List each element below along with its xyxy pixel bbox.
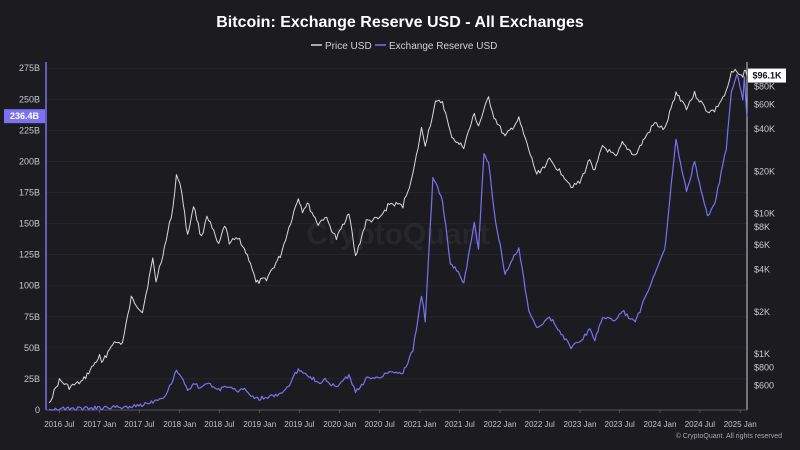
left-tick-label: 150B — [19, 219, 40, 229]
right-axis-ticks: $600 $800 $1K $2K $4K $6K $8K $10K $20K $40K $60K $… — [754, 82, 775, 391]
left-tick-label: 175B — [19, 188, 40, 198]
x-tick-label: 2025 Jan — [724, 420, 757, 429]
left-current-badge: 236.4B — [4, 109, 45, 124]
x-tick-label: 2021 Jul — [445, 420, 475, 429]
x-tick-label: 2022 Jul — [525, 420, 555, 429]
x-tick-label: 2018 Jul — [204, 420, 234, 429]
right-tick-label: $1K — [754, 349, 770, 359]
legend: Price USD Exchange Reserve USD — [311, 41, 497, 52]
right-tick-label: $2K — [754, 307, 770, 317]
left-tick-label: 125B — [19, 250, 40, 260]
x-tick-label: 2018 Jan — [163, 420, 196, 429]
x-axis-ticks: 2016 Jul 2017 Jan 2017 Jul 2018 Jan 2018 Jul… — [44, 410, 757, 429]
left-badge-value: 236.4B — [10, 111, 40, 121]
left-tick-label: 75B — [24, 312, 40, 322]
grid — [46, 67, 747, 380]
x-tick-label: 2024 Jan — [644, 420, 677, 429]
right-tick-label: $60K — [754, 99, 775, 109]
x-tick-label: 2023 Jul — [605, 420, 635, 429]
x-tick-label: 2020 Jan — [323, 420, 356, 429]
left-tick-label: 0 — [35, 405, 40, 415]
x-tick-label: 2024 Jul — [685, 420, 715, 429]
watermark: CryptoQuant — [306, 218, 489, 251]
left-tick-label: 250B — [19, 94, 40, 104]
right-tick-label: $10K — [754, 209, 775, 219]
right-tick-label: $20K — [754, 166, 775, 176]
copyright-notice: © CryptoQuant. All rights reserved — [676, 432, 782, 440]
legend-label-price: Price USD — [325, 41, 372, 52]
x-tick-label: 2016 Jul — [44, 420, 74, 429]
chart-title: Bitcoin: Exchange Reserve USD - All Exch… — [216, 14, 584, 31]
series-line-price — [48, 68, 748, 404]
series-line-reserve — [48, 73, 748, 411]
left-tick-label: 225B — [19, 125, 40, 135]
right-tick-label: $4K — [754, 265, 770, 275]
left-tick-label: 100B — [19, 281, 40, 291]
right-badge-bg — [748, 68, 786, 83]
right-tick-label: $40K — [754, 124, 775, 134]
left-tick-label: 275B — [19, 63, 40, 73]
right-badge-value: $96.1K — [752, 71, 782, 81]
x-tick-label: 2022 Jan — [484, 420, 517, 429]
right-tick-label: $600 — [754, 380, 774, 390]
x-tick-label: 2019 Jan — [243, 420, 276, 429]
right-tick-label: $8K — [754, 222, 770, 232]
left-tick-label: 25B — [24, 374, 40, 384]
x-tick-label: 2020 Jul — [364, 420, 394, 429]
right-tick-label: $80K — [754, 82, 775, 92]
x-tick-label: 2021 Jan — [403, 420, 436, 429]
x-tick-label: 2017 Jul — [124, 420, 154, 429]
left-tick-label: 200B — [19, 156, 40, 166]
x-tick-label: 2023 Jan — [564, 420, 597, 429]
x-tick-label: 2017 Jan — [83, 420, 116, 429]
right-current-badge: $96.1K — [748, 68, 786, 83]
left-badge-bg — [4, 109, 45, 124]
left-tick-label: 50B — [24, 343, 40, 353]
legend-label-reserve: Exchange Reserve USD — [389, 41, 497, 52]
left-axis-ticks: 0 25B 50B 75B 100B 125B 150B 175B 200B 225B 250B 27… — [19, 63, 40, 415]
right-tick-label: $800 — [754, 363, 774, 373]
x-tick-label: 2019 Jul — [284, 420, 314, 429]
right-tick-label: $6K — [754, 240, 770, 250]
